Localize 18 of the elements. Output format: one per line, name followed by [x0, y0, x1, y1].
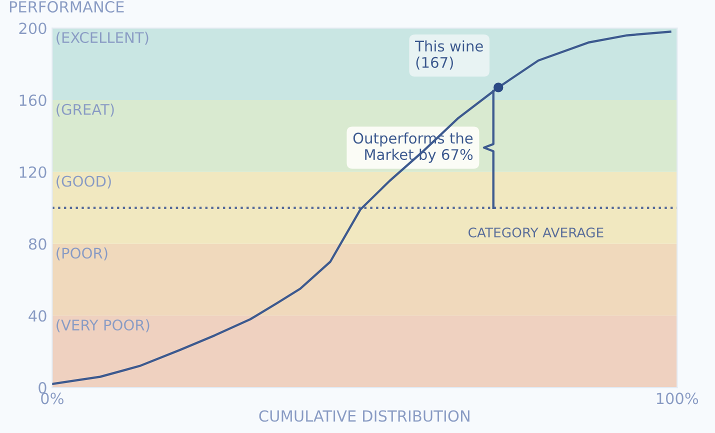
ref-line-label: CATEGORY AVERAGE	[468, 228, 604, 238]
x-tick-label: 100%	[656, 392, 698, 404]
y-axis-title: PERFORMANCE	[10, 1, 124, 13]
x-tick-label: 0%	[41, 392, 64, 404]
band-label: (POOR)	[56, 247, 108, 260]
y-tick-label: 200	[19, 22, 46, 34]
y-tick-label: 80	[28, 238, 46, 250]
y-tick-label: 0	[38, 382, 46, 394]
line-series	[52, 30, 672, 386]
band-label: (VERY POOR)	[56, 319, 150, 332]
band-label: (GREAT)	[56, 104, 114, 117]
y-tick-label: 120	[20, 166, 46, 178]
y-tick-label: 160	[20, 94, 46, 106]
band-label: (EXCELLENT)	[56, 32, 148, 45]
band-label: (GOOD)	[56, 176, 111, 188]
y-tick-label: 40	[28, 310, 46, 322]
x-axis-title: CUMULATIVE DISTRIBUTION	[259, 410, 470, 422]
annotation: This wine (167)	[415, 40, 483, 70]
